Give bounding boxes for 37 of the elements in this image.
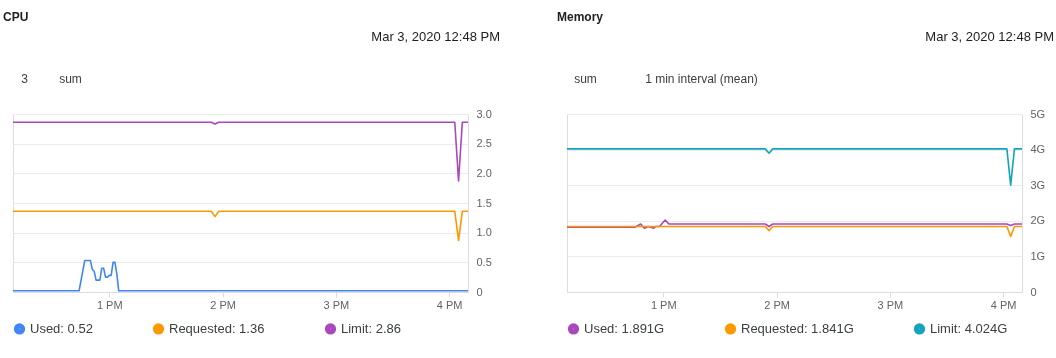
chart-subtitle: Mar 3, 2020 12:48 PM xyxy=(371,29,500,44)
text: 1 min interval (mean) xyxy=(645,72,758,86)
text: sum xyxy=(574,72,597,86)
y-tick-label: 4G xyxy=(1030,143,1046,156)
y-tick-label: 1G xyxy=(1030,249,1046,262)
legend-label: Limit: 2.86 xyxy=(341,320,401,336)
y-tick-label: 0 xyxy=(476,285,483,298)
x-tick-label: 1 PM xyxy=(96,298,123,311)
x-tick-label: 4 PM xyxy=(436,298,463,311)
legend-label: Used: 0.52 xyxy=(30,320,93,336)
line-series xyxy=(566,219,1023,230)
legend-label: Requested: 1.36 xyxy=(169,320,265,336)
x-tick-label: 2 PM xyxy=(764,298,790,311)
y-tick-label: 0 xyxy=(1030,285,1037,298)
y-tick-label: 5G xyxy=(1030,107,1046,120)
x-tick-label: 4 PM xyxy=(990,298,1017,311)
chart-title: Memory xyxy=(557,10,604,24)
x-tick-label: 2 PM xyxy=(210,298,236,311)
legend-label: Requested: 1.841G xyxy=(741,320,854,336)
y-tick-label: 2G xyxy=(1030,214,1046,227)
y-tick-label: 2.0 xyxy=(476,166,492,179)
legend-label: Limit: 4.024G xyxy=(930,320,1008,336)
text: sum xyxy=(59,72,82,86)
x-tick-label: 3 PM xyxy=(877,298,904,311)
text: 3 xyxy=(21,72,29,86)
y-tick-label: 0.5 xyxy=(476,255,492,268)
y-tick-label: 3G xyxy=(1030,178,1046,191)
chart-title: CPU xyxy=(3,10,29,24)
y-tick-label: 3.0 xyxy=(476,107,492,120)
chart-subtitle: Mar 3, 2020 12:48 PM xyxy=(925,29,1054,44)
x-tick-label: 1 PM xyxy=(650,298,677,311)
line-series xyxy=(12,259,469,292)
y-tick-label: 1.0 xyxy=(476,226,492,239)
y-tick-label: 1.5 xyxy=(476,196,492,209)
x-tick-label: 3 PM xyxy=(323,298,350,311)
legend-label: Used: 1.891G xyxy=(584,320,665,336)
y-tick-label: 2.5 xyxy=(476,137,492,150)
